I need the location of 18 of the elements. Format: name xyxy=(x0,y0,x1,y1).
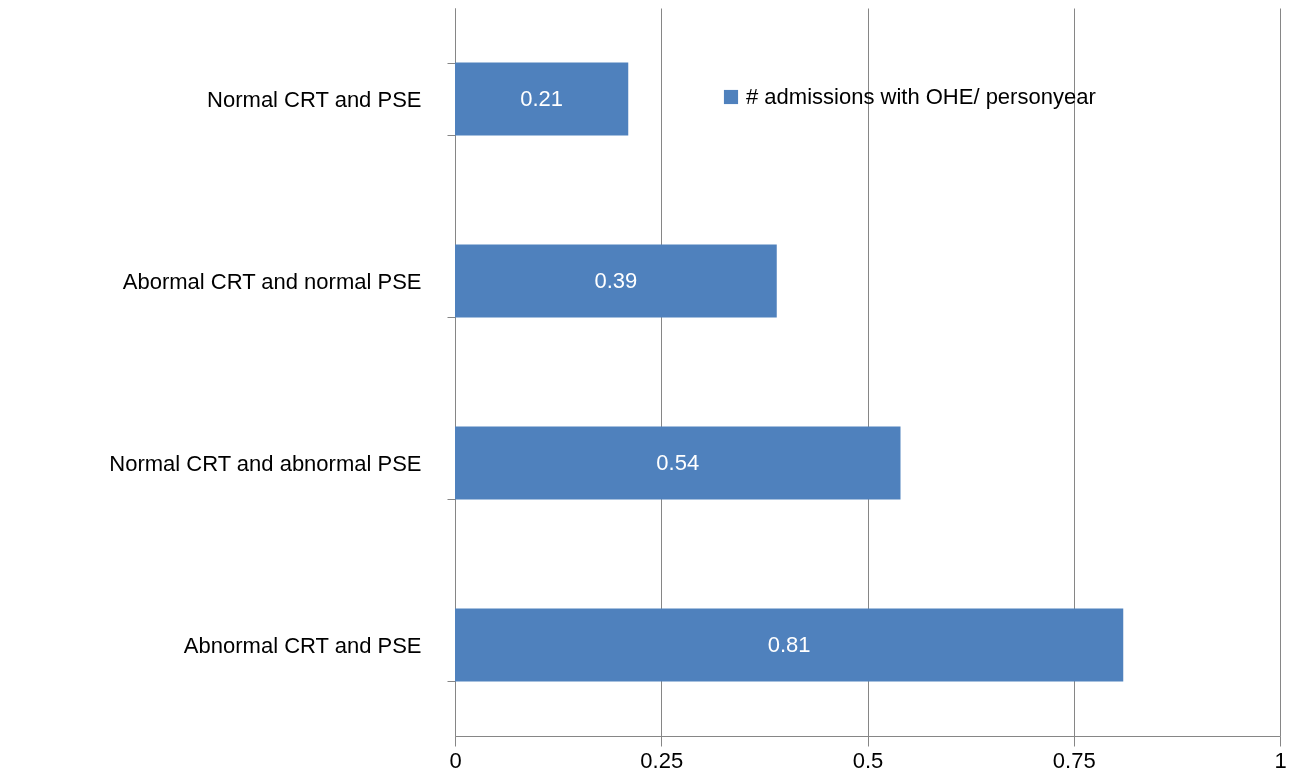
y-tick-label: Abormal CRT and normal PSE xyxy=(122,268,422,294)
x-tick-label: 0.5 xyxy=(852,747,884,773)
y-tick-label: Abnormal CRT and PSE xyxy=(183,632,422,658)
data-label: 0.54 xyxy=(656,450,700,475)
y-tick-label: Normal CRT and abnormal PSE xyxy=(109,450,422,476)
y-tick-label: Normal CRT and PSE xyxy=(207,86,422,112)
x-tick-label: 0.25 xyxy=(640,747,684,773)
bar xyxy=(455,608,1124,682)
x-tick-label: 0 xyxy=(449,747,462,773)
data-label: 0.21 xyxy=(520,86,564,111)
x-tick-label: 1 xyxy=(1274,747,1287,773)
data-label: 0.39 xyxy=(594,268,638,293)
legend-label: # admissions with OHE/ personyear xyxy=(746,84,1096,109)
data-label: 0.81 xyxy=(767,632,811,657)
bar xyxy=(455,426,901,500)
bar xyxy=(455,244,777,318)
bar xyxy=(455,62,629,136)
x-tick-label: 0.75 xyxy=(1052,747,1096,773)
